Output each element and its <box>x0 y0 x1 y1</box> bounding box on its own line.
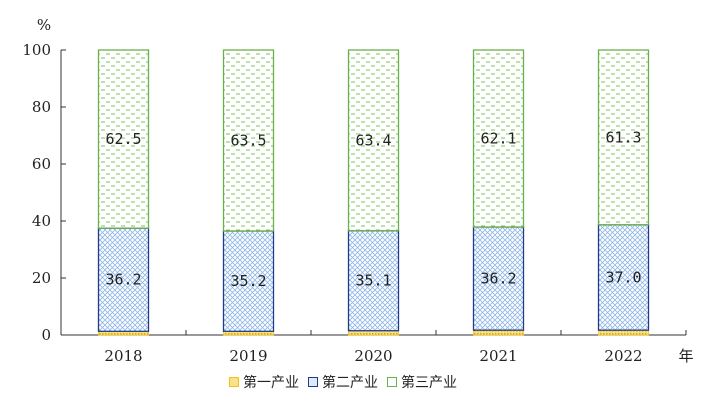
bar-segment-2019-1 <box>222 230 275 332</box>
bar-segment-2018-1 <box>97 227 150 332</box>
x-tick-label-2020: 2020 <box>354 347 392 365</box>
y-tick-labels: 0 20 40 60 80 100 <box>22 41 66 344</box>
legend-label-0: 第一产业 <box>243 375 299 391</box>
bars-group: 36.2 62.5 35.2 63.5 35.1 63.4 36.2 62.1 37.0 61.3 <box>97 49 650 336</box>
data-label-2021-1: 36.2 <box>480 270 516 288</box>
bar-segment-2022-0 <box>598 329 649 336</box>
data-label-2018-1: 36.2 <box>105 271 141 289</box>
legend-swatch-2 <box>387 377 397 387</box>
data-label-2019-2: 63.5 <box>230 131 266 149</box>
y-tick-label-1: 20 <box>32 269 51 287</box>
bar-segment-2020-2 <box>347 49 400 232</box>
bar-segment-2021-2 <box>472 49 525 228</box>
x-tick-label-2019: 2019 <box>229 347 267 365</box>
y-tick-label-0: 0 <box>41 326 51 344</box>
data-label-2020-2: 63.4 <box>355 131 391 149</box>
y-tick-label-3: 60 <box>32 155 51 173</box>
bar-segment-2020-1 <box>347 230 400 332</box>
bar-segment-2021-1 <box>472 226 525 331</box>
x-tick-label-2022: 2022 <box>604 347 642 365</box>
data-label-2022-1: 37.0 <box>605 268 641 286</box>
data-label-2018-2: 62.5 <box>105 130 141 148</box>
x-tick-label-2021: 2021 <box>479 347 517 365</box>
legend-items: 第一产业 第二产业 第三产业 <box>229 372 466 392</box>
legend-swatch-0 <box>229 377 239 387</box>
x-tick-labels: 2018 2019 2020 2021 2022 <box>104 330 687 365</box>
y-tick-label-4: 80 <box>32 98 51 116</box>
y-tick-label-2: 40 <box>32 212 51 230</box>
legend-item-1: 第二产业 <box>308 372 378 392</box>
legend-item-2: 第三产业 <box>387 372 457 392</box>
data-label-2019-1: 35.2 <box>230 272 266 290</box>
y-tick-label-5: 100 <box>22 41 51 59</box>
legend: 第一产业 第二产业 第三产业 <box>0 372 719 396</box>
bar-segment-2022-2 <box>597 49 650 226</box>
bar-segment-2022-1 <box>597 224 650 331</box>
bar-segment-2021-0 <box>473 329 524 336</box>
data-label-2021-2: 62.1 <box>480 129 516 147</box>
legend-swatch-1 <box>308 377 318 387</box>
bar-segment-2019-2 <box>222 49 275 232</box>
data-label-2020-1: 35.1 <box>355 272 391 290</box>
legend-label-2: 第三产业 <box>401 375 457 391</box>
legend-label-1: 第二产业 <box>322 375 378 391</box>
legend-item-0: 第一产业 <box>229 372 299 392</box>
x-axis-label: 年 <box>678 347 693 365</box>
x-tick-label-2018: 2018 <box>104 347 142 365</box>
data-label-2022-2: 61.3 <box>605 128 641 146</box>
bar-segment-2018-2 <box>97 49 150 229</box>
y-unit-label: % <box>37 16 51 34</box>
